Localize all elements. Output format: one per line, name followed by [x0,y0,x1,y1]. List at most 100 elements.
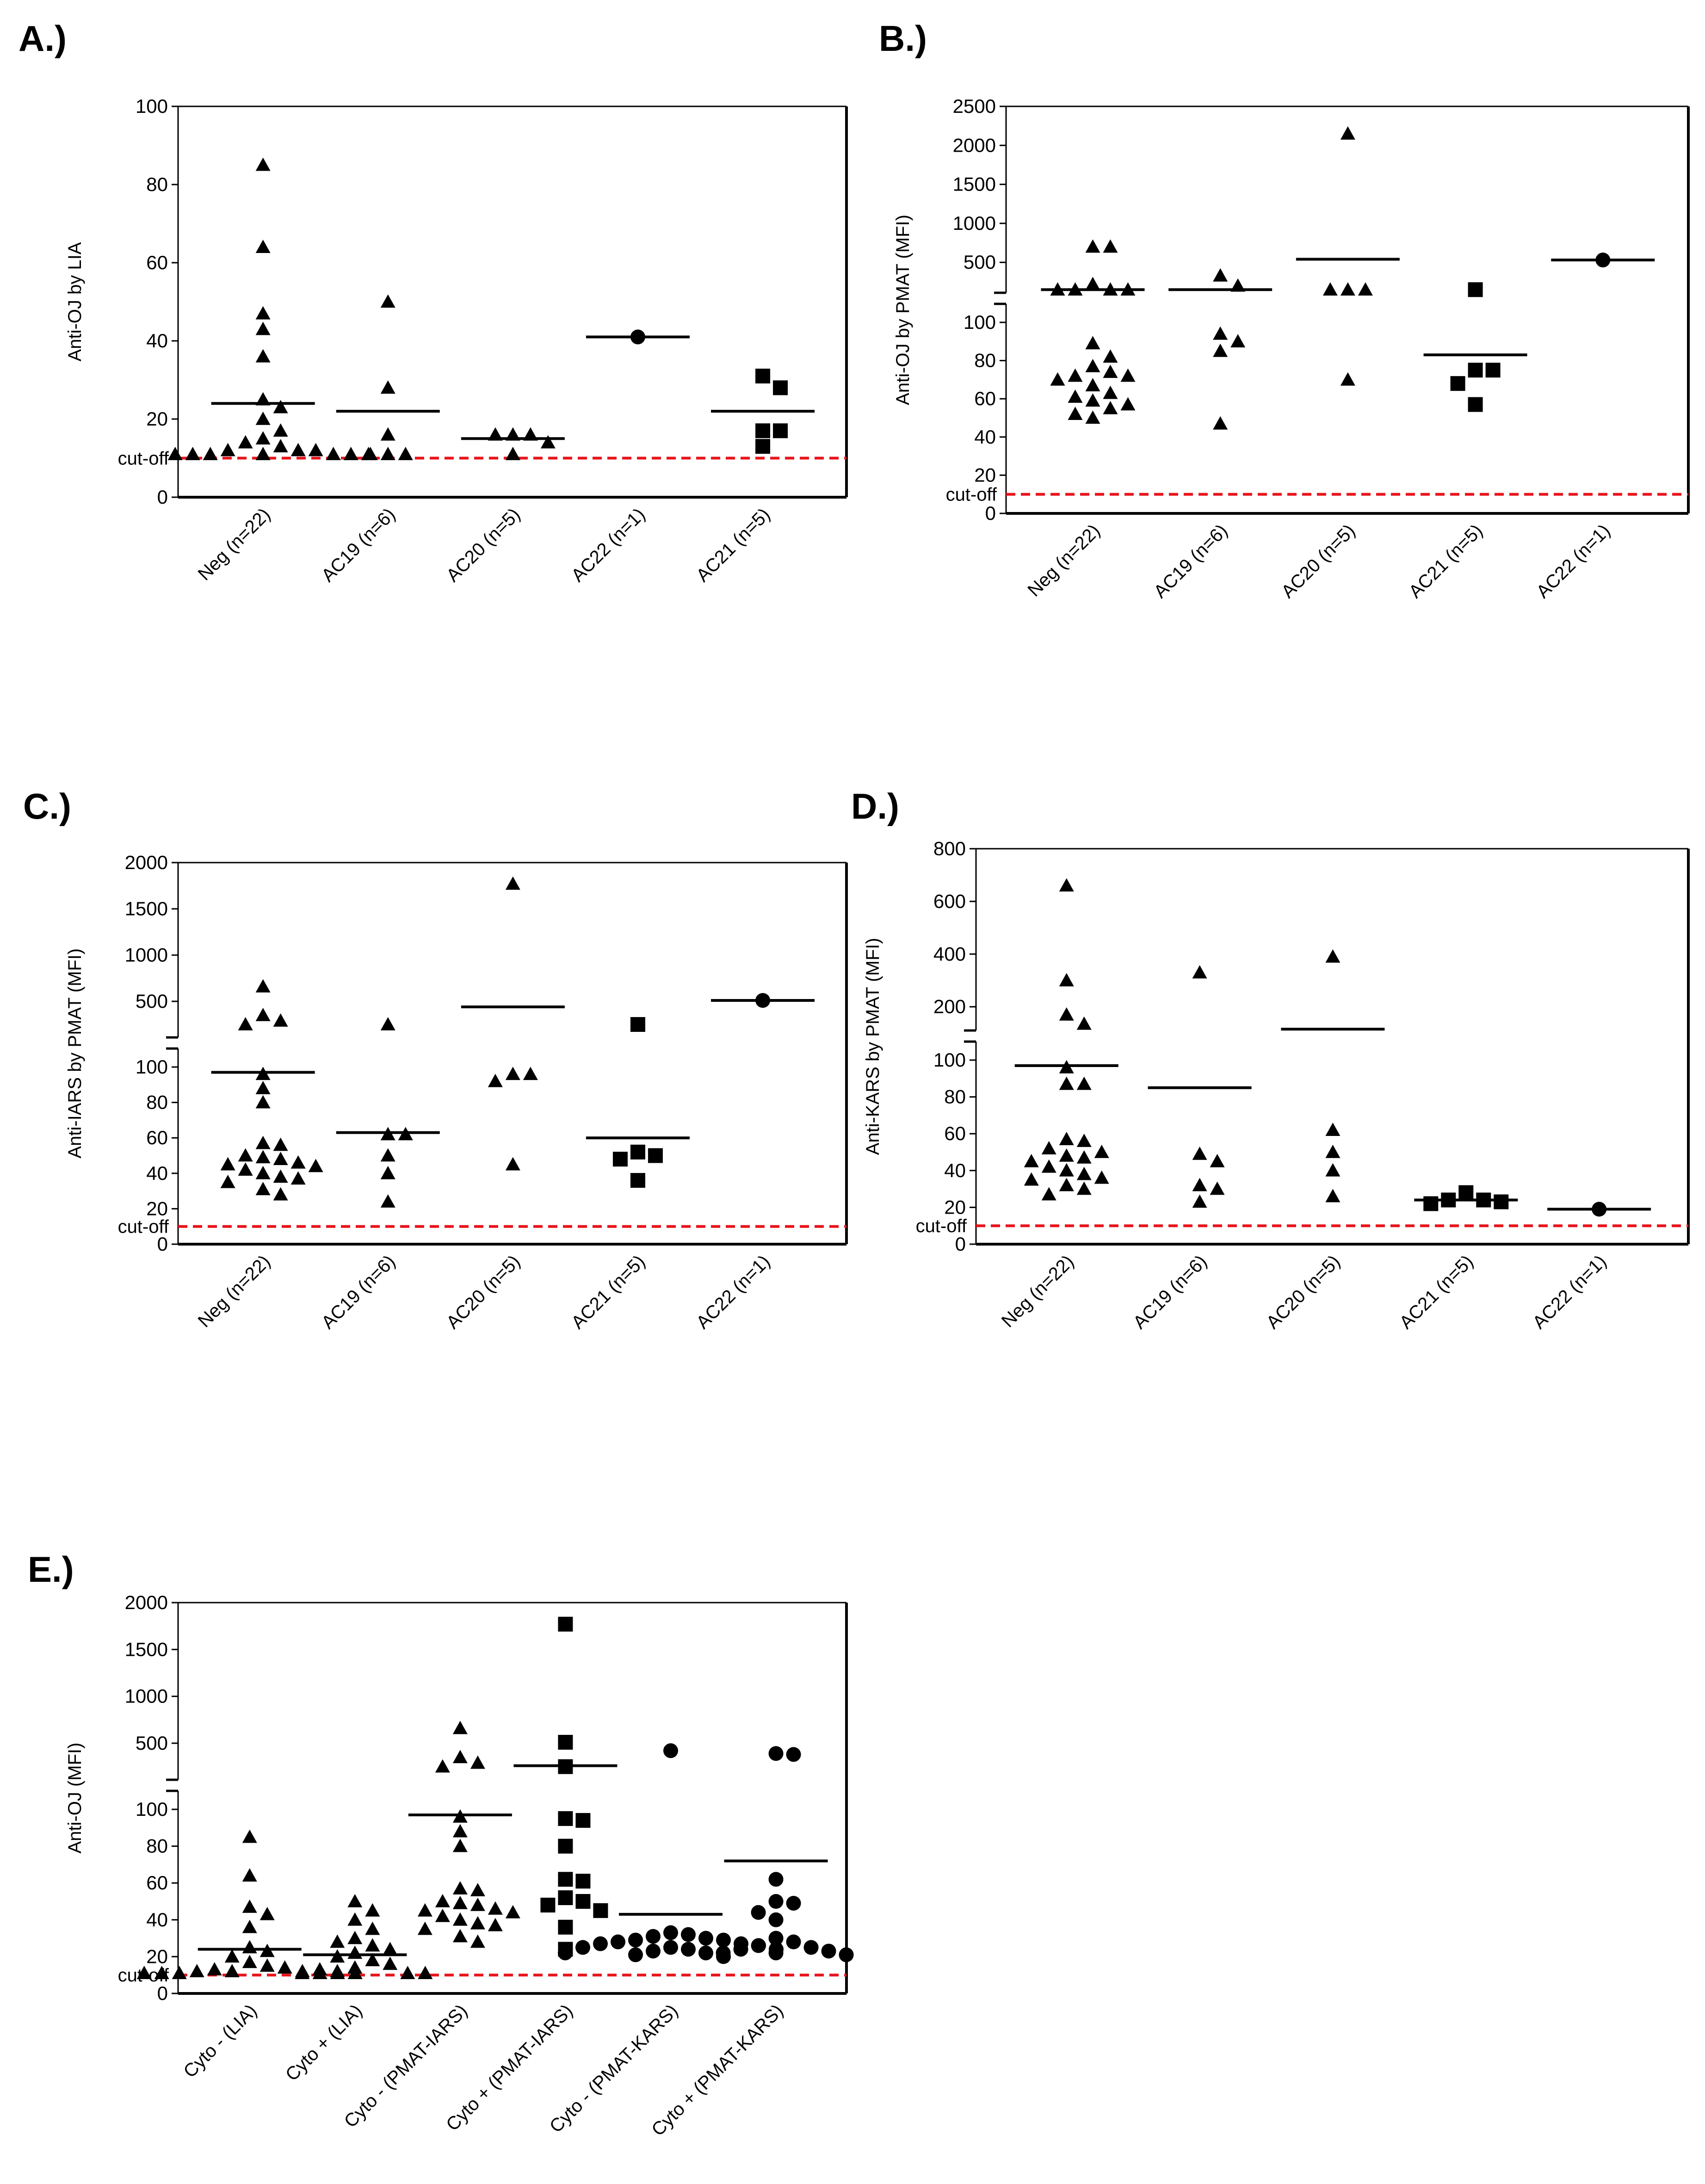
data-point [1059,973,1074,987]
data-point [290,1155,306,1169]
data-point [1340,282,1355,296]
data-point [558,1734,573,1750]
y-tick-label: 400 [933,943,966,965]
data-point [839,1947,854,1962]
data-point [255,412,271,425]
data-point [1358,282,1373,296]
data-point [330,1934,345,1948]
data-point [628,1947,643,1962]
cutoff-label: cut-off [916,1216,967,1236]
cutoff-label: cut-off [118,1217,169,1237]
x-category-label: Neg (n=22) [998,1251,1078,1331]
data-point [1041,1141,1056,1154]
data-point [612,1152,628,1167]
y-tick-label: 500 [136,1732,168,1754]
data-point [242,1899,257,1913]
data-point [255,321,271,335]
y-tick-label: 100 [964,311,996,333]
data-point [242,1829,257,1843]
data-point [242,1919,257,1933]
x-category-label: AC22 (n=1) [692,1251,774,1333]
data-point [255,1080,271,1094]
data-point [630,1144,645,1160]
y-tick-label: 60 [146,1872,168,1894]
y-tick-label: 1500 [953,173,996,195]
data-point [273,1169,288,1183]
y-tick-label: 100 [933,1049,966,1071]
data-point [1120,397,1136,411]
data-point [452,1824,468,1838]
x-category-label: Neg (n=22) [1024,520,1104,600]
y-tick-label: 1000 [953,212,996,234]
data-point [380,1148,395,1162]
data-point [505,1067,520,1080]
data-point [365,1903,380,1917]
data-point [768,1894,784,1909]
data-point [663,1743,678,1758]
series-2: AC19 (n=6) [1129,965,1252,1333]
data-point [383,1942,398,1956]
data-point [380,1194,395,1208]
data-point [1068,368,1083,382]
data-point [773,423,788,438]
series-4: Cyto + (PMAT-IARS) [442,1616,618,2135]
data-point [1076,1166,1092,1180]
data-point [1340,126,1355,140]
data-point [1024,1172,1039,1186]
data-point [593,1903,608,1918]
data-point [648,1148,663,1163]
data-point [1120,282,1136,296]
cutoff-label: cut-off [946,485,997,505]
series-1: Neg (n=22) [998,878,1118,1332]
data-point [365,1938,380,1952]
x-category-label: AC21 (n=5) [1405,520,1487,602]
data-point [1068,407,1083,420]
data-point [630,329,645,345]
data-point [1050,372,1065,386]
data-point [1103,385,1118,399]
data-point [273,1137,288,1151]
series-4: AC21 (n=5) [568,1017,690,1333]
y-tick-label: 1000 [125,1685,168,1707]
data-point [1059,1163,1074,1177]
data-point [363,447,378,460]
data-point [238,1162,253,1176]
data-point [1325,1123,1341,1136]
data-point [1041,1159,1056,1173]
data-point [273,439,288,452]
panel-label: E.) [28,1549,74,1590]
x-category-label: AC19 (n=6) [318,504,400,586]
data-point [255,431,271,445]
data-point [1085,378,1100,392]
data-point [558,1811,573,1826]
data-point [452,1881,468,1894]
data-point [189,1964,204,1978]
data-point [488,1073,503,1087]
data-point [238,1148,253,1162]
data-point [1103,349,1118,363]
data-point [417,1903,432,1917]
series-5: AC22 (n=1) [1529,1202,1651,1333]
data-point [255,157,271,171]
data-point [242,1868,257,1882]
data-point [488,427,503,441]
data-point [1120,368,1136,382]
data-point [273,1152,288,1165]
data-point [224,1949,240,1963]
data-point [255,1008,271,1021]
data-point [1059,1007,1074,1021]
data-point [255,1166,271,1179]
data-point [645,1929,661,1944]
data-point [575,1813,591,1828]
data-point [575,1940,590,1955]
data-point [680,1927,696,1942]
y-tick-label: 80 [146,1092,168,1113]
series-1: Neg (n=22) [167,157,376,585]
data-point [1325,1145,1341,1158]
data-point [380,1127,395,1141]
y-tick-label: 1500 [125,898,168,919]
data-point [452,1750,468,1764]
x-category-label: AC20 (n=5) [1262,1251,1344,1333]
y-tick-label: 0 [157,1233,168,1255]
x-category-label: AC20 (n=5) [1278,520,1359,602]
